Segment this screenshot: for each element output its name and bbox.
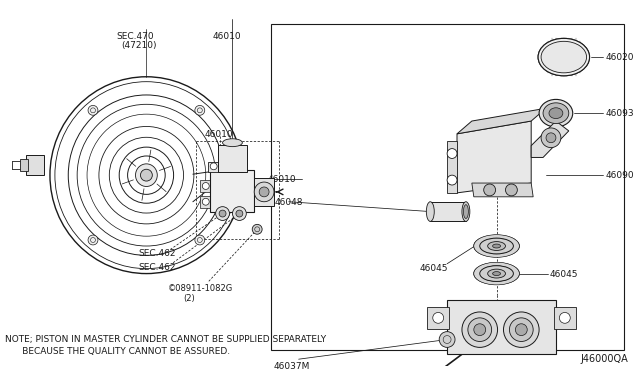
Ellipse shape bbox=[462, 202, 470, 221]
Text: (47210): (47210) bbox=[122, 41, 157, 49]
Bar bbox=[218, 145, 247, 172]
Polygon shape bbox=[447, 300, 556, 354]
Ellipse shape bbox=[481, 266, 513, 282]
Circle shape bbox=[202, 183, 209, 189]
Ellipse shape bbox=[463, 205, 468, 218]
Circle shape bbox=[462, 312, 497, 347]
Ellipse shape bbox=[488, 241, 506, 250]
Circle shape bbox=[474, 324, 486, 336]
Text: 46010: 46010 bbox=[205, 130, 234, 139]
Text: 46048: 46048 bbox=[275, 198, 303, 207]
Bar bbox=[26, 155, 44, 175]
Circle shape bbox=[195, 235, 205, 245]
Ellipse shape bbox=[136, 164, 157, 186]
Circle shape bbox=[88, 235, 98, 245]
Bar bbox=[210, 170, 254, 212]
Ellipse shape bbox=[480, 266, 513, 282]
Circle shape bbox=[232, 207, 246, 221]
Ellipse shape bbox=[549, 108, 563, 119]
Circle shape bbox=[236, 210, 243, 217]
Bar bbox=[254, 178, 274, 206]
Polygon shape bbox=[457, 121, 531, 193]
Ellipse shape bbox=[538, 38, 589, 76]
Circle shape bbox=[504, 312, 539, 347]
Text: SEC.462: SEC.462 bbox=[138, 263, 176, 272]
Ellipse shape bbox=[474, 263, 519, 285]
Bar bbox=[200, 196, 212, 208]
Circle shape bbox=[254, 182, 274, 202]
Text: 46045: 46045 bbox=[550, 270, 579, 279]
Bar bbox=[208, 162, 220, 172]
Circle shape bbox=[210, 163, 217, 170]
Bar bbox=[428, 307, 449, 329]
Circle shape bbox=[447, 148, 457, 158]
Text: 46090: 46090 bbox=[605, 171, 634, 180]
Text: BECAUSE THE QUALITY CANNOT BE ASSURED.: BECAUSE THE QUALITY CANNOT BE ASSURED. bbox=[5, 347, 230, 356]
Circle shape bbox=[515, 324, 527, 336]
Polygon shape bbox=[472, 183, 533, 197]
Text: SEC.470: SEC.470 bbox=[116, 32, 154, 41]
Circle shape bbox=[509, 318, 533, 341]
Ellipse shape bbox=[543, 103, 569, 124]
Text: 46010: 46010 bbox=[267, 175, 296, 184]
Polygon shape bbox=[531, 121, 569, 157]
Ellipse shape bbox=[541, 41, 587, 73]
Circle shape bbox=[433, 312, 444, 323]
Ellipse shape bbox=[474, 235, 519, 257]
Circle shape bbox=[484, 184, 495, 196]
Circle shape bbox=[468, 318, 492, 341]
Text: 46037M: 46037M bbox=[274, 362, 310, 371]
Text: J46000QA: J46000QA bbox=[580, 354, 628, 364]
Circle shape bbox=[219, 210, 226, 217]
Circle shape bbox=[439, 331, 455, 347]
Text: 46045: 46045 bbox=[419, 264, 448, 273]
Text: 46020: 46020 bbox=[605, 53, 634, 62]
Ellipse shape bbox=[223, 139, 243, 147]
Circle shape bbox=[541, 128, 561, 148]
Bar bbox=[200, 180, 212, 192]
Bar bbox=[554, 307, 576, 329]
Text: ©08911-1082G: ©08911-1082G bbox=[168, 285, 234, 294]
Text: NOTE; PISTON IN MASTER CYLINDER CANNOT BE SUPPLIED SEPARATELY: NOTE; PISTON IN MASTER CYLINDER CANNOT B… bbox=[5, 334, 326, 344]
Ellipse shape bbox=[493, 272, 500, 276]
Polygon shape bbox=[447, 141, 457, 193]
Ellipse shape bbox=[474, 235, 519, 257]
Circle shape bbox=[195, 105, 205, 115]
Circle shape bbox=[447, 175, 457, 185]
Bar bbox=[271, 24, 623, 350]
Ellipse shape bbox=[480, 238, 513, 254]
Circle shape bbox=[252, 224, 262, 234]
Text: 46093: 46093 bbox=[605, 109, 634, 118]
Circle shape bbox=[546, 133, 556, 143]
Text: SEC.462: SEC.462 bbox=[138, 249, 176, 258]
Circle shape bbox=[216, 207, 230, 221]
Ellipse shape bbox=[140, 169, 152, 181]
Bar bbox=[20, 160, 28, 171]
Circle shape bbox=[506, 184, 517, 196]
Circle shape bbox=[202, 198, 209, 205]
Ellipse shape bbox=[493, 244, 500, 248]
Ellipse shape bbox=[539, 99, 573, 127]
Circle shape bbox=[259, 187, 269, 197]
Polygon shape bbox=[457, 108, 546, 134]
Ellipse shape bbox=[474, 262, 519, 285]
Circle shape bbox=[559, 312, 570, 323]
Ellipse shape bbox=[488, 269, 506, 278]
Ellipse shape bbox=[426, 202, 435, 221]
Text: (2): (2) bbox=[183, 294, 195, 303]
Ellipse shape bbox=[481, 238, 513, 254]
Text: 46010: 46010 bbox=[212, 32, 241, 41]
Circle shape bbox=[88, 105, 98, 115]
Bar bbox=[430, 202, 466, 221]
